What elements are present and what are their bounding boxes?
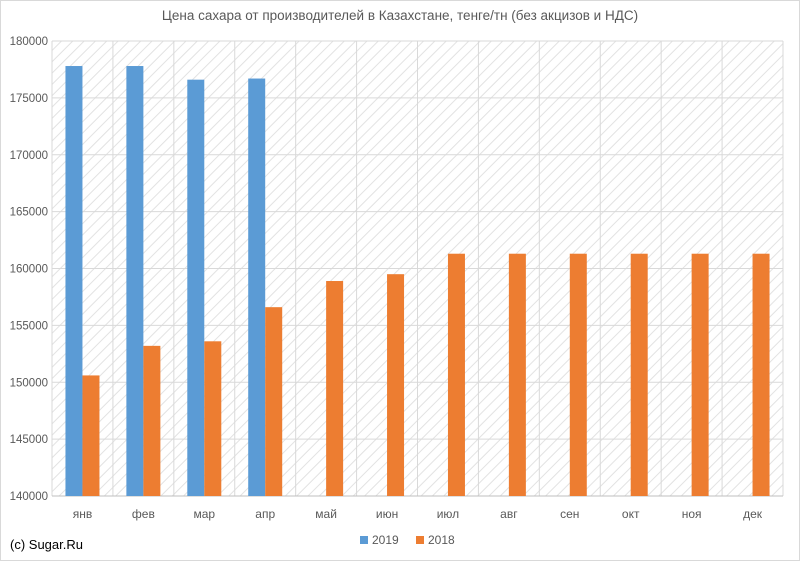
x-tick-label: окт: [622, 507, 640, 521]
y-tick-label: 140000: [10, 491, 48, 503]
bar-2018-май: [326, 281, 344, 496]
y-tick-label: 160000: [10, 264, 48, 276]
bar-2018-июн: [387, 274, 405, 496]
bar-2018-июл: [447, 253, 465, 496]
y-tick-label: 180000: [10, 36, 48, 48]
credit-text: (c) Sugar.Ru: [10, 537, 83, 552]
legend-swatch: [360, 536, 368, 544]
x-tick-label: апр: [255, 507, 275, 521]
legend-swatch: [416, 536, 424, 544]
chart-title: Цена сахара от производителей в Казахста…: [162, 8, 638, 23]
x-axis-ticks: янв фев мар апр май июн июл авг сен окт ноя дек: [73, 507, 763, 521]
y-tick-label: 155000: [10, 320, 48, 332]
bar-2018-апр: [265, 307, 283, 496]
bar-2018-окт: [630, 253, 648, 496]
bar-2018-мар: [204, 341, 222, 496]
bar-2019-янв: [65, 66, 83, 497]
x-tick-label: янв: [73, 507, 93, 521]
x-tick-label: июл: [437, 507, 459, 521]
bar-2019-апр: [248, 78, 266, 496]
bar-2018-дек: [752, 253, 770, 496]
legend-label: 2018: [428, 533, 455, 547]
x-tick-label: фев: [132, 507, 155, 521]
y-tick-label: 145000: [10, 434, 48, 446]
y-tick-label: 165000: [10, 207, 48, 219]
bar-2018-ноя: [691, 253, 709, 496]
bar-2019-фев: [126, 66, 144, 497]
bar-2018-сен: [569, 253, 587, 496]
y-axis-ticks: 140000 145000 150000 155000 160000 165000 1700…: [10, 36, 48, 503]
x-tick-label: июн: [376, 507, 398, 521]
y-tick-label: 175000: [10, 93, 48, 105]
y-tick-label: 150000: [10, 377, 48, 389]
x-tick-label: дек: [743, 507, 763, 521]
x-tick-label: май: [315, 507, 337, 521]
x-tick-label: ноя: [682, 507, 702, 521]
grid-lines: [51, 40, 784, 497]
y-tick-label: 170000: [10, 150, 48, 162]
bar-2018-янв: [82, 375, 100, 496]
x-tick-label: сен: [560, 507, 579, 521]
bar-2018-авг: [508, 253, 526, 496]
bars: [65, 66, 770, 497]
legend: 2019 2018: [360, 533, 455, 547]
x-tick-label: мар: [193, 507, 215, 521]
bar-2019-мар: [187, 79, 205, 497]
legend-label: 2019: [372, 533, 399, 547]
bar-2018-фев: [143, 345, 161, 496]
x-tick-label: авг: [500, 507, 518, 521]
